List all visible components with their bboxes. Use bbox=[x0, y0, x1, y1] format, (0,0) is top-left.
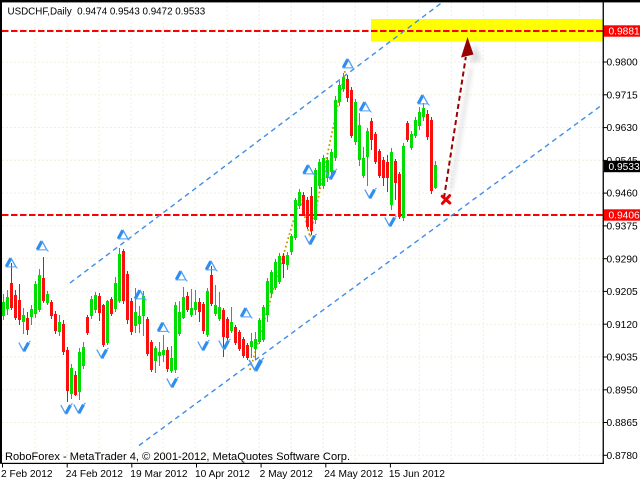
svg-text:0.9035: 0.9035 bbox=[607, 353, 638, 364]
svg-text:0.9290: 0.9290 bbox=[607, 254, 638, 265]
svg-text:0.9205: 0.9205 bbox=[607, 287, 638, 298]
svg-text:2 Feb 2012: 2 Feb 2012 bbox=[1, 469, 53, 480]
svg-text:0.8865: 0.8865 bbox=[607, 418, 638, 429]
svg-text:0.9406: 0.9406 bbox=[609, 211, 640, 222]
svg-text:0.9881: 0.9881 bbox=[609, 27, 640, 38]
svg-text:0.9630: 0.9630 bbox=[607, 123, 638, 134]
svg-text:2 May 2012: 2 May 2012 bbox=[260, 469, 314, 480]
svg-text:10 Apr 2012: 10 Apr 2012 bbox=[195, 469, 250, 480]
svg-text:0.9120: 0.9120 bbox=[607, 320, 638, 331]
svg-text:19 Mar 2012: 19 Mar 2012 bbox=[130, 469, 188, 480]
svg-text:0.9800: 0.9800 bbox=[607, 58, 638, 69]
svg-text:0.9460: 0.9460 bbox=[607, 189, 638, 200]
svg-text:0.8950: 0.8950 bbox=[607, 385, 638, 396]
svg-text:24 Feb 2012: 24 Feb 2012 bbox=[66, 469, 124, 480]
svg-text:24 May 2012: 24 May 2012 bbox=[324, 469, 383, 480]
svg-text:0.9715: 0.9715 bbox=[607, 90, 638, 101]
svg-text:0.8780: 0.8780 bbox=[607, 451, 638, 462]
svg-text:USDCHF,Daily 0.9474 0.9543 0.: USDCHF,Daily 0.9474 0.9543 0.9472 0.9533 bbox=[8, 7, 206, 18]
svg-text:0.9375: 0.9375 bbox=[607, 222, 638, 233]
svg-text:0.9533: 0.9533 bbox=[609, 162, 640, 173]
svg-text:15 Jun 2012: 15 Jun 2012 bbox=[389, 469, 445, 480]
svg-text:RoboForex - MetaTrader 4, © 20: RoboForex - MetaTrader 4, © 2001-2012, M… bbox=[5, 451, 350, 463]
